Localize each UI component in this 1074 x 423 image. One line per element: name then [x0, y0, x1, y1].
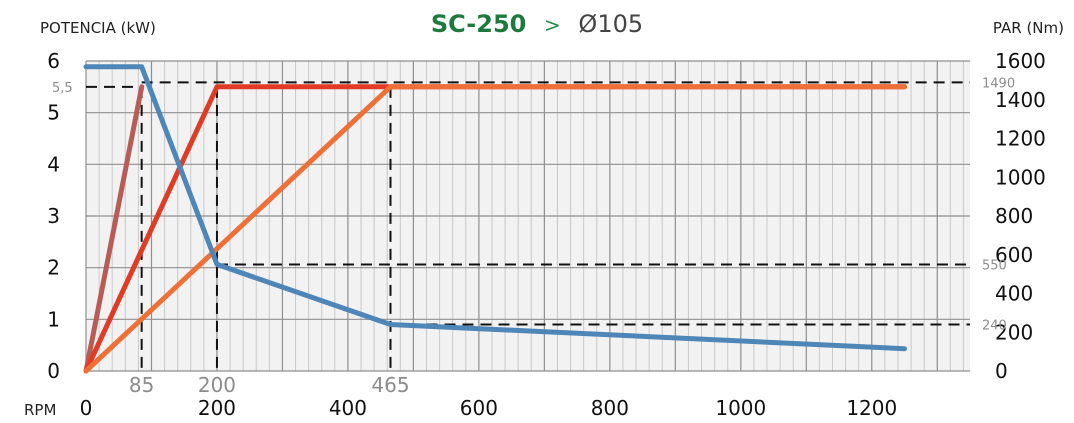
ref-torque-label: 550 — [982, 258, 1007, 273]
ref-torque-label: 240 — [982, 319, 1007, 334]
y-right-tick-label: 1200 — [995, 127, 1046, 151]
ref-rpm-label: 465 — [371, 373, 409, 397]
x-tick-label: 800 — [591, 396, 629, 420]
x-tick-label: 0 — [80, 396, 93, 420]
y-left-tick-label: 2 — [47, 256, 60, 280]
title-separator: > — [544, 13, 561, 37]
y-left-tick-label: 5 — [47, 101, 60, 125]
model-name: SC-250 — [431, 10, 527, 38]
ref-torque-label: 1490 — [982, 76, 1015, 91]
y-left-tick-label: 3 — [47, 204, 60, 228]
series-line-1 — [83, 84, 145, 374]
y-right-tick-label: 200 — [995, 320, 1033, 344]
y-right-tick-label: 400 — [995, 282, 1033, 306]
y-right-tick-label: 0 — [995, 359, 1008, 383]
ref-rpm-label: 200 — [198, 373, 236, 397]
x-tick-label: 400 — [329, 396, 367, 420]
x-tick-label: 1000 — [715, 396, 766, 420]
y-left-tick-label: 0 — [47, 359, 60, 383]
y-left-tick-label: 4 — [47, 152, 60, 176]
grid-major — [85, 60, 970, 372]
y-right-tick-label: 800 — [995, 204, 1033, 228]
x-axis-label: RPM — [24, 401, 56, 419]
ref-rpm-label: 85 — [129, 373, 154, 397]
y-left-tick-label: 1 — [47, 307, 60, 331]
chart-title: SC-250 > Ø105 — [431, 10, 643, 38]
x-tick-label: 600 — [460, 396, 498, 420]
y-right-tick-label: 1000 — [995, 165, 1046, 189]
series-line-4 — [83, 64, 907, 352]
right-axis-label: PAR (Nm) — [993, 19, 1064, 37]
ref-power-label: 5,5 — [52, 81, 73, 96]
x-tick-label: 200 — [198, 396, 236, 420]
y-left-tick-label: 6 — [47, 49, 60, 73]
y-right-tick-label: 1600 — [995, 49, 1046, 73]
left-axis-label: POTENCIA (kW) — [40, 19, 156, 37]
series-line-3 — [83, 84, 907, 374]
y-right-tick-label: 600 — [995, 243, 1033, 267]
labels-layer: 0 1 2 3 4 5 6 0 200 400 600 800 1000 1200 1400 1600 0 200… — [47, 49, 1046, 420]
y-right-tick-label: 1400 — [995, 88, 1046, 112]
title-diameter: Ø105 — [578, 10, 643, 38]
series-layer — [83, 64, 907, 374]
x-tick-label: 1200 — [846, 396, 897, 420]
